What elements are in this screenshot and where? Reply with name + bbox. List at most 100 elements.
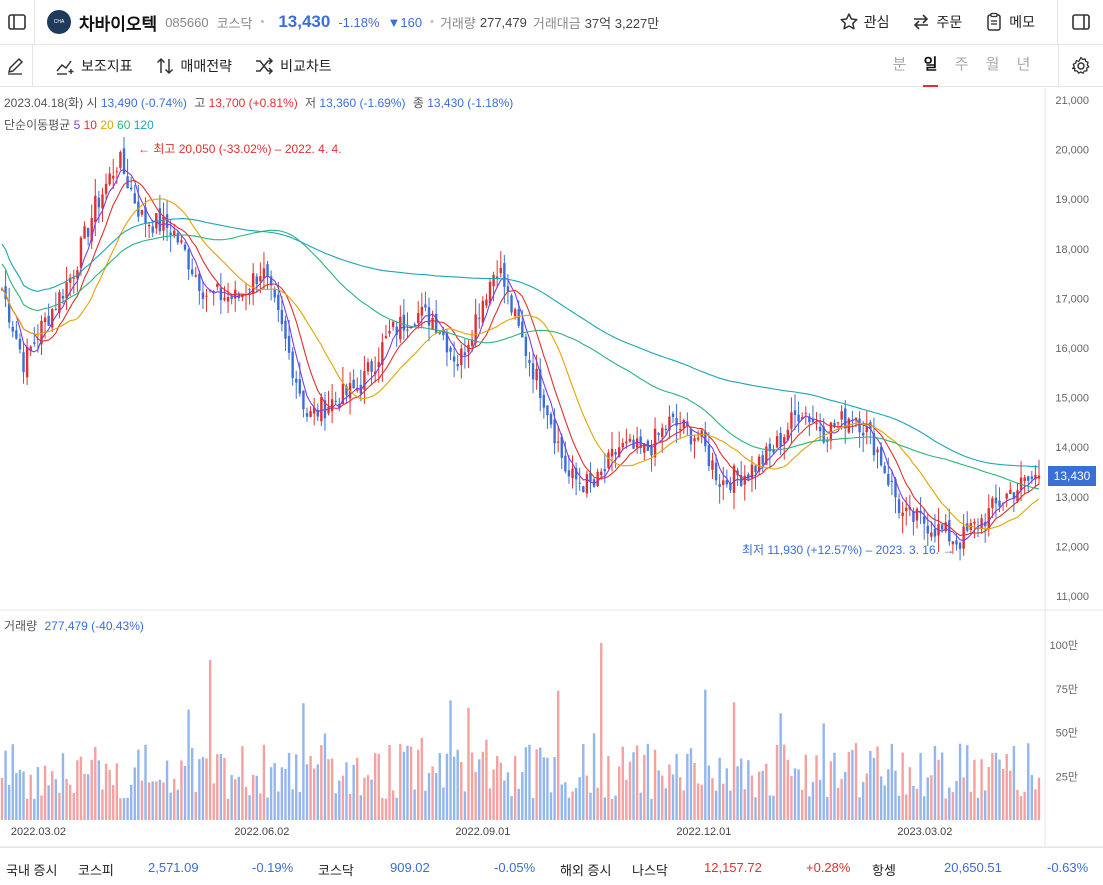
compare-button[interactable]: 비교차트 <box>254 56 332 76</box>
volume-bar <box>68 784 72 820</box>
volume-bar <box>309 756 312 820</box>
candle-body <box>302 390 305 410</box>
volume-bar <box>18 769 22 820</box>
candle-body <box>79 237 83 268</box>
tab-day[interactable]: 일 <box>915 45 946 87</box>
indicator-button[interactable]: 보조지표 <box>55 56 133 76</box>
strategy-button[interactable]: 매매전략 <box>155 56 232 76</box>
candle-body <box>431 317 434 330</box>
candle-body <box>391 321 395 327</box>
volume-bar <box>470 752 474 820</box>
candle-body <box>951 541 955 545</box>
candle-body <box>883 465 886 473</box>
volume-bar <box>621 746 624 820</box>
nasdaq-change: +0.28% <box>806 860 851 875</box>
volume-bar <box>747 760 750 820</box>
volume-bar <box>969 791 973 820</box>
volume-bar <box>485 739 488 820</box>
hangseng-label[interactable]: 항셍 <box>872 863 896 878</box>
volume-bar <box>603 797 607 820</box>
volume-bar <box>474 771 477 820</box>
volume-bar <box>983 790 987 820</box>
watch-label: 관심 <box>863 14 890 30</box>
candle-body <box>460 348 463 366</box>
candle-body <box>478 317 481 319</box>
volume-bar <box>553 757 556 820</box>
candle-body <box>829 422 833 441</box>
volume-bar <box>129 784 133 820</box>
candle-body <box>793 410 797 416</box>
candle-body <box>312 407 316 414</box>
volume-bar <box>176 789 180 820</box>
kospi-label[interactable]: 코스피 <box>78 863 114 878</box>
volume-bar <box>126 797 129 820</box>
volume-bar <box>434 772 438 820</box>
candle-body <box>295 378 298 383</box>
draw-tool-button[interactable] <box>0 49 30 83</box>
volume-bar <box>409 746 413 820</box>
volume-bar <box>147 782 151 820</box>
volume-bar <box>944 798 947 820</box>
candle-body <box>732 465 736 493</box>
candle-body <box>535 368 538 381</box>
tab-month[interactable]: 월 <box>985 56 1000 73</box>
right-panel-toggle[interactable] <box>1058 5 1103 39</box>
volume-bar <box>316 764 319 820</box>
candle-body <box>438 331 441 334</box>
candle-body <box>305 413 309 417</box>
candle-body <box>955 540 958 545</box>
candle-body <box>492 274 495 287</box>
volume-bar <box>905 794 908 820</box>
volume-bar <box>822 723 825 820</box>
candle-body <box>47 315 50 326</box>
candle-body <box>273 288 276 298</box>
candle-body <box>574 467 578 480</box>
volume-bar <box>431 766 434 820</box>
candle-body <box>833 422 836 428</box>
candle-body <box>524 336 528 357</box>
volume-bar <box>449 700 452 820</box>
candle-body <box>180 240 183 243</box>
candle-body <box>994 497 998 504</box>
x-tick-label: 2022.06.02 <box>234 826 289 838</box>
candle-body <box>664 428 668 431</box>
candle-body <box>280 310 284 325</box>
candle-body <box>22 352 25 373</box>
kosdaq-label[interactable]: 코스닥 <box>318 863 354 878</box>
candle-body <box>147 224 151 227</box>
volume-bar <box>693 762 696 820</box>
ohlc-info: 2023.04.18(화) 시 13,490 (-0.74%) 고 13,700… <box>4 94 513 111</box>
price-chart[interactable]: 21,000 20,000 19,000 18,000 17,000 16,000 15,0… <box>0 88 1103 847</box>
volume-bar <box>244 786 248 820</box>
candle-body <box>589 472 592 482</box>
volume-bar <box>646 743 650 820</box>
memo-button[interactable]: 메모 <box>984 12 1035 32</box>
chart-settings-button[interactable] <box>1058 45 1103 87</box>
tab-minute[interactable]: 분 <box>892 56 907 73</box>
candle-body <box>115 171 119 173</box>
volume-bar <box>76 760 79 820</box>
volume-bar <box>542 757 546 820</box>
candle-body <box>266 264 269 278</box>
tab-year[interactable]: 년 <box>1016 56 1031 73</box>
candle-body <box>775 436 779 448</box>
order-button[interactable]: 주문 <box>911 12 962 32</box>
watch-button[interactable]: 관심 <box>839 12 890 32</box>
high-label: 고 <box>194 96 206 110</box>
volume-bar <box>25 798 29 820</box>
left-panel-toggle[interactable] <box>0 5 34 39</box>
candle-body <box>621 442 624 448</box>
volume-bar <box>94 746 97 820</box>
candle-body <box>58 292 61 313</box>
nasdaq-label[interactable]: 나스닥 <box>632 863 668 878</box>
candle-body <box>481 300 485 323</box>
volume-bar <box>1001 768 1005 820</box>
candle-body <box>772 449 775 453</box>
volume-bar <box>413 789 416 820</box>
candle-body <box>434 313 438 333</box>
volume-bar <box>689 748 693 820</box>
candle-body <box>797 414 800 422</box>
volume-bar <box>478 759 481 820</box>
memo-label: 메모 <box>1009 14 1035 30</box>
tab-week[interactable]: 주 <box>954 56 969 73</box>
